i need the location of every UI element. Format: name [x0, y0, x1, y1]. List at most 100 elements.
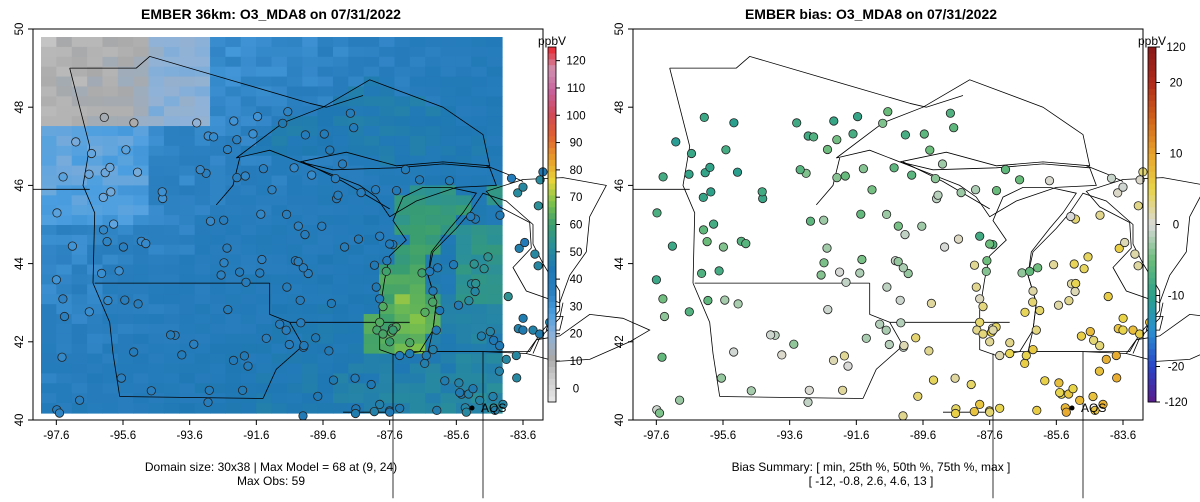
station-marker [205, 216, 216, 226]
left-colorbar-segment [548, 390, 556, 397]
heatmap-cell [225, 403, 242, 414]
heatmap-cell [317, 76, 334, 88]
heatmap-cell [302, 135, 319, 147]
heatmap-cell [332, 353, 349, 365]
heatmap-cell [363, 254, 380, 266]
station-marker [1021, 350, 1031, 361]
heatmap-cell [71, 234, 88, 246]
heatmap-cell [71, 274, 88, 285]
station-marker [109, 219, 119, 229]
heatmap-cell [87, 323, 104, 335]
heatmap-cell [225, 383, 242, 394]
heatmap-cell [486, 323, 503, 335]
left-colorbar-segment [548, 135, 556, 143]
heatmap-cell [256, 274, 273, 285]
heatmap-cell [409, 135, 426, 147]
left-state-border [69, 68, 96, 284]
heatmap-cell [133, 393, 150, 404]
left-colorbar-segment [548, 218, 556, 225]
heatmap-cell [363, 304, 380, 315]
station-marker [995, 403, 1005, 413]
right-colorbar-segment [1148, 390, 1156, 397]
heatmap-cell [225, 284, 242, 295]
heatmap-cell [87, 116, 104, 127]
station-marker [518, 182, 528, 192]
heatmap-cell [471, 244, 488, 256]
heatmap-cell [425, 86, 442, 97]
heatmap-cell [148, 106, 165, 117]
heatmap-cell [486, 234, 503, 246]
station-marker [900, 230, 910, 240]
heatmap-cell [379, 274, 396, 285]
heatmap-cell [486, 86, 503, 97]
heatmap-cell [471, 234, 488, 246]
station-marker [232, 173, 242, 183]
heatmap-cell [486, 373, 503, 384]
left-colorbar-segment [548, 100, 556, 107]
heatmap-cell [317, 155, 334, 167]
station-marker [925, 145, 935, 155]
heatmap-cell [409, 403, 426, 414]
heatmap-cell [133, 343, 150, 355]
heatmap-cell [394, 215, 411, 226]
heatmap-cell [225, 274, 242, 285]
heatmap-cell [348, 284, 365, 295]
heatmap-cell [117, 284, 134, 295]
heatmap-cell [271, 353, 288, 365]
heatmap-cell [210, 56, 226, 68]
heatmap-cell [56, 254, 73, 266]
heatmap-cell [194, 56, 211, 68]
heatmap-cell [394, 373, 411, 384]
station-marker [878, 118, 888, 128]
heatmap-cell [455, 353, 472, 365]
station-marker [483, 252, 493, 262]
station-marker [235, 267, 245, 277]
heatmap-cell [425, 225, 442, 236]
station-marker [1033, 263, 1043, 273]
station-marker [1069, 259, 1079, 269]
heatmap-cell [41, 244, 57, 256]
left-colorbar-segment [548, 88, 556, 95]
right-colorbar-tick-label: 20 [1170, 78, 1183, 90]
heatmap-cell [425, 106, 442, 117]
heatmap-cell [179, 343, 196, 355]
heatmap-cell [286, 135, 303, 147]
heatmap-cell [194, 343, 211, 355]
heatmap-cell [286, 205, 303, 216]
heatmap-cell [148, 126, 165, 137]
right-colorbar-segment [1148, 295, 1156, 302]
heatmap-cell [394, 37, 411, 48]
station-marker [651, 275, 662, 285]
heatmap-cell [440, 165, 457, 177]
right-panel-bias-map: EMBER bias: O3_MDA8 on 07/31/2022 AQS -9… [614, 6, 1200, 499]
right-colorbar-segment [1148, 242, 1156, 249]
heatmap-cell [455, 135, 472, 147]
station-marker [339, 242, 350, 252]
station-marker [495, 341, 505, 351]
station-marker [926, 298, 937, 308]
station-marker [275, 319, 285, 329]
right-state-border [909, 95, 964, 108]
right-colorbar-segment [1148, 325, 1156, 332]
heatmap-cell [102, 66, 119, 78]
heatmap-cell [133, 383, 150, 394]
left-state-border [486, 165, 524, 182]
heatmap-cell [240, 234, 257, 246]
station-marker [67, 241, 78, 251]
heatmap-cell [317, 56, 334, 68]
station-marker [856, 209, 866, 219]
station-marker [428, 344, 438, 355]
heatmap-cell [225, 155, 242, 167]
heatmap-cell [332, 333, 349, 345]
heatmap-cell [225, 195, 242, 206]
heatmap-cell [148, 333, 165, 345]
heatmap-cell [302, 314, 319, 325]
heatmap-cell [194, 96, 211, 107]
heatmap-cell [102, 274, 119, 285]
left-colorbar-segment [548, 112, 556, 119]
station-marker [982, 256, 992, 266]
left-colorbar-segment [548, 384, 556, 391]
heatmap-cell [225, 225, 242, 236]
heatmap-cell [163, 106, 180, 117]
station-marker [501, 354, 511, 364]
